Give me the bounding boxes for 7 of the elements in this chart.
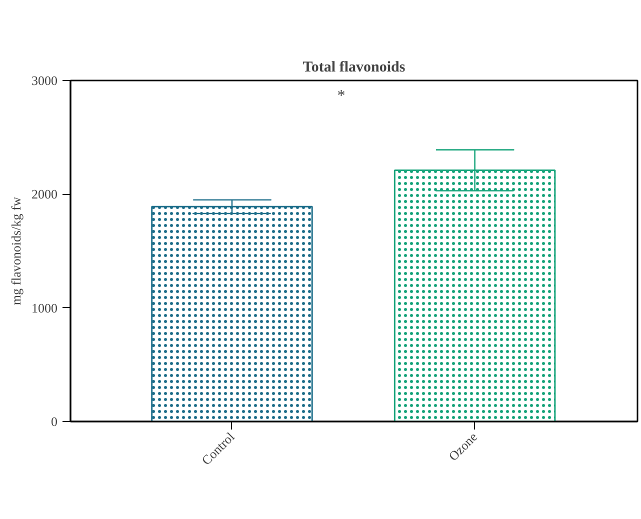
y-tick-label: 1000 — [32, 300, 58, 316]
y-tick-label: 3000 — [32, 73, 58, 88]
y-tick-label: 0 — [51, 414, 58, 429]
chart-title: Total flavonoids — [302, 60, 406, 76]
annotation: * — [337, 87, 346, 104]
y-tick-label: 2000 — [32, 186, 58, 202]
y-axis-title: mg flavonoids/kg fw — [8, 196, 24, 306]
